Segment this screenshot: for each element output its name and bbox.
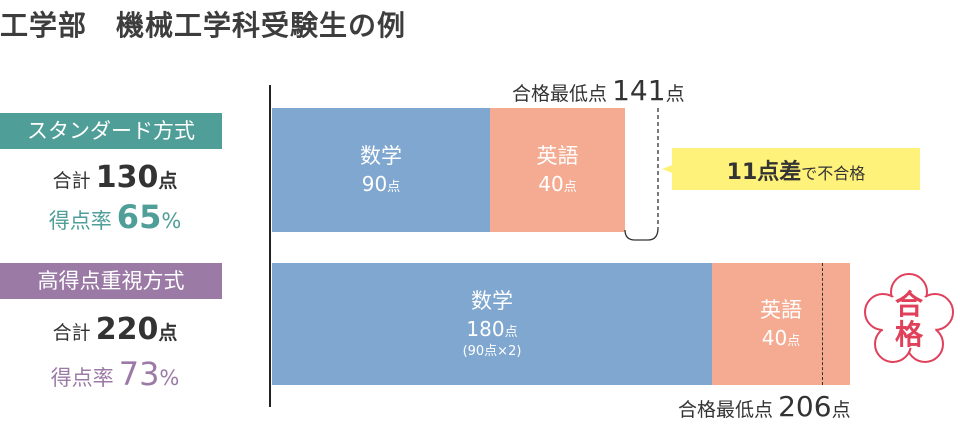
unit: 点 [158, 170, 178, 192]
axis-line [269, 85, 271, 407]
unit: 点 [504, 325, 518, 340]
rate-value: 73 [118, 355, 160, 393]
unit: 点 [831, 399, 851, 421]
gap-bracket [624, 108, 659, 241]
total: 合計 220点 [0, 312, 230, 347]
rate: 得点率 65% [0, 198, 230, 236]
rate-value: 65 [116, 198, 162, 236]
pass-label: 合格最低点 [512, 83, 608, 105]
method-tag: スタンダード方式 [0, 113, 222, 149]
rate-label: 得点率 [48, 209, 112, 233]
callout [662, 148, 920, 190]
bar-segment: 数学 180点 (90点×2) [272, 263, 712, 385]
unit: 点 [387, 180, 401, 195]
badge-shape [864, 273, 954, 363]
bar-segment: 英語 40点 [490, 108, 625, 232]
pass-score: 141 [612, 74, 666, 107]
rate-label: 得点率 [50, 366, 114, 390]
bracket [624, 227, 659, 241]
stamp-center [881, 292, 937, 348]
gap: 11点差 [726, 160, 802, 185]
total-label: 合計 [52, 322, 91, 344]
subject: 数学 [471, 289, 513, 313]
total-value: 130 [95, 160, 159, 195]
bar-segment: 数学 90点 [272, 108, 490, 232]
score: 90 [361, 172, 388, 196]
note: (90点×2) [462, 344, 522, 359]
title: 工学部 機械工学科受験生の例 [0, 9, 407, 42]
unit: 点 [158, 322, 178, 344]
score: 40 [538, 172, 564, 196]
pass-line-label: 合格最低点 141点 [512, 74, 685, 107]
total-value: 220 [95, 312, 159, 347]
method-tag: 高得点重視方式 [0, 263, 222, 299]
rate: 得点率 73% [0, 355, 230, 393]
total: 合計 130点 [0, 160, 230, 195]
bar-segment: 英語 40点 [712, 263, 850, 385]
subject: 数学 [360, 144, 402, 168]
score: 180 [466, 317, 505, 341]
score: 40 [761, 326, 788, 350]
pass-score: 206 [778, 390, 832, 423]
pass-label: 合格最低点 [678, 399, 774, 421]
pass-line [822, 263, 823, 385]
callout-bg [662, 148, 920, 190]
unit: % [159, 366, 180, 390]
result: 11点差で不合格 [672, 154, 920, 186]
unit: % [161, 209, 182, 233]
subject: 英語 [536, 144, 579, 168]
subject: 英語 [760, 298, 802, 322]
unit: 点 [563, 180, 577, 195]
unit: 点 [665, 83, 685, 105]
total-label: 合計 [52, 170, 91, 192]
pass-line-label: 合格最低点 206点 [678, 390, 851, 423]
unit: 点 [787, 334, 801, 349]
badge: 合格 [894, 288, 923, 351]
result-text: で不合格 [801, 164, 866, 183]
